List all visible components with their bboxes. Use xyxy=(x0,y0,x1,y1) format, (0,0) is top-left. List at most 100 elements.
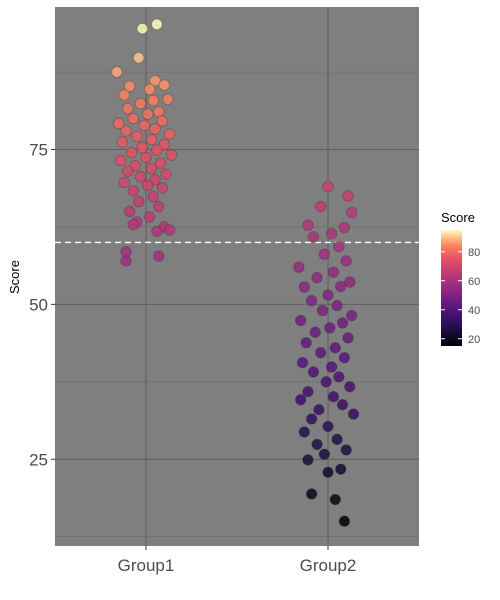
data-point xyxy=(307,231,320,243)
data-point xyxy=(120,125,132,137)
data-point xyxy=(133,52,145,64)
data-point xyxy=(151,18,163,31)
data-points xyxy=(111,18,360,527)
data-point xyxy=(331,299,343,312)
y-tick-label: 25 xyxy=(29,450,48,469)
legend-tick-label: 20 xyxy=(468,334,480,346)
data-point xyxy=(344,276,356,288)
data-point xyxy=(147,94,159,107)
data-point xyxy=(127,112,139,125)
data-point xyxy=(298,426,311,438)
data-point xyxy=(147,190,159,203)
data-point xyxy=(118,176,130,189)
legend-tick-label: 80 xyxy=(468,247,480,259)
data-point xyxy=(163,128,176,140)
data-point xyxy=(143,83,156,96)
data-point xyxy=(136,22,149,35)
data-point xyxy=(324,322,336,334)
data-point xyxy=(325,228,338,240)
data-point xyxy=(153,106,165,118)
data-point xyxy=(163,224,176,236)
data-point xyxy=(316,304,329,317)
data-point xyxy=(315,200,327,213)
data-point xyxy=(318,448,331,461)
data-point xyxy=(336,399,349,411)
data-point xyxy=(295,314,307,327)
data-point xyxy=(116,136,129,148)
data-point xyxy=(322,466,334,478)
data-point xyxy=(123,80,136,93)
data-point xyxy=(136,141,149,154)
y-tick-label: 75 xyxy=(29,140,48,159)
data-point xyxy=(333,371,345,383)
y-axis-title: Score xyxy=(7,260,22,294)
legend-colorbar xyxy=(441,230,462,346)
data-point xyxy=(125,146,138,159)
data-point xyxy=(118,89,130,101)
data-point xyxy=(129,159,141,172)
data-point xyxy=(302,219,314,231)
data-point xyxy=(162,93,174,106)
data-point xyxy=(345,309,358,322)
x-tick-label: Group1 xyxy=(118,556,175,575)
data-point xyxy=(329,493,341,506)
data-point xyxy=(133,195,145,208)
data-point xyxy=(338,351,351,364)
data-point xyxy=(320,376,332,388)
data-point xyxy=(322,420,334,433)
data-point xyxy=(138,119,150,132)
data-point xyxy=(327,390,340,403)
data-point xyxy=(154,157,167,169)
data-point xyxy=(165,149,178,161)
legend-tick-label: 60 xyxy=(468,276,480,288)
data-point xyxy=(338,221,351,234)
data-point xyxy=(114,154,127,167)
data-point xyxy=(302,454,314,466)
data-point xyxy=(134,171,147,183)
data-point xyxy=(153,250,165,262)
data-point xyxy=(322,289,334,301)
data-point xyxy=(149,174,161,186)
data-point xyxy=(149,75,161,87)
data-point xyxy=(293,261,305,273)
data-point xyxy=(325,361,338,373)
data-point xyxy=(329,342,341,354)
data-point xyxy=(127,218,139,231)
data-point xyxy=(134,97,147,110)
data-point xyxy=(295,394,307,406)
data-point xyxy=(340,255,352,267)
data-point xyxy=(123,205,136,218)
legend-title: Score xyxy=(441,210,475,225)
legend: Score 20 40 60 80 xyxy=(441,210,480,346)
data-point xyxy=(112,117,125,130)
data-point xyxy=(156,115,169,127)
data-point xyxy=(122,165,134,177)
data-point xyxy=(298,281,311,293)
data-point xyxy=(327,266,340,278)
data-point xyxy=(145,162,158,175)
data-point xyxy=(331,433,343,446)
plot-panel xyxy=(55,7,419,546)
x-tick-label: Group2 xyxy=(300,556,357,575)
data-point xyxy=(120,255,132,267)
data-point xyxy=(338,515,351,527)
data-point xyxy=(143,211,156,223)
data-point xyxy=(300,337,312,349)
axes: 25 50 75 Group1 Group2 xyxy=(29,140,356,575)
data-point xyxy=(111,66,123,78)
data-point xyxy=(140,151,152,164)
data-point xyxy=(149,123,161,135)
data-point xyxy=(151,225,163,237)
data-point xyxy=(142,108,154,120)
data-point xyxy=(342,190,354,202)
data-point xyxy=(305,413,318,425)
legend-tick-label: 40 xyxy=(468,305,480,317)
data-point xyxy=(344,381,356,393)
data-point xyxy=(342,332,354,344)
data-point xyxy=(340,444,352,456)
data-point xyxy=(158,79,170,91)
data-point xyxy=(145,133,158,146)
data-point xyxy=(153,200,165,213)
data-point xyxy=(156,182,169,194)
data-point xyxy=(305,294,318,307)
